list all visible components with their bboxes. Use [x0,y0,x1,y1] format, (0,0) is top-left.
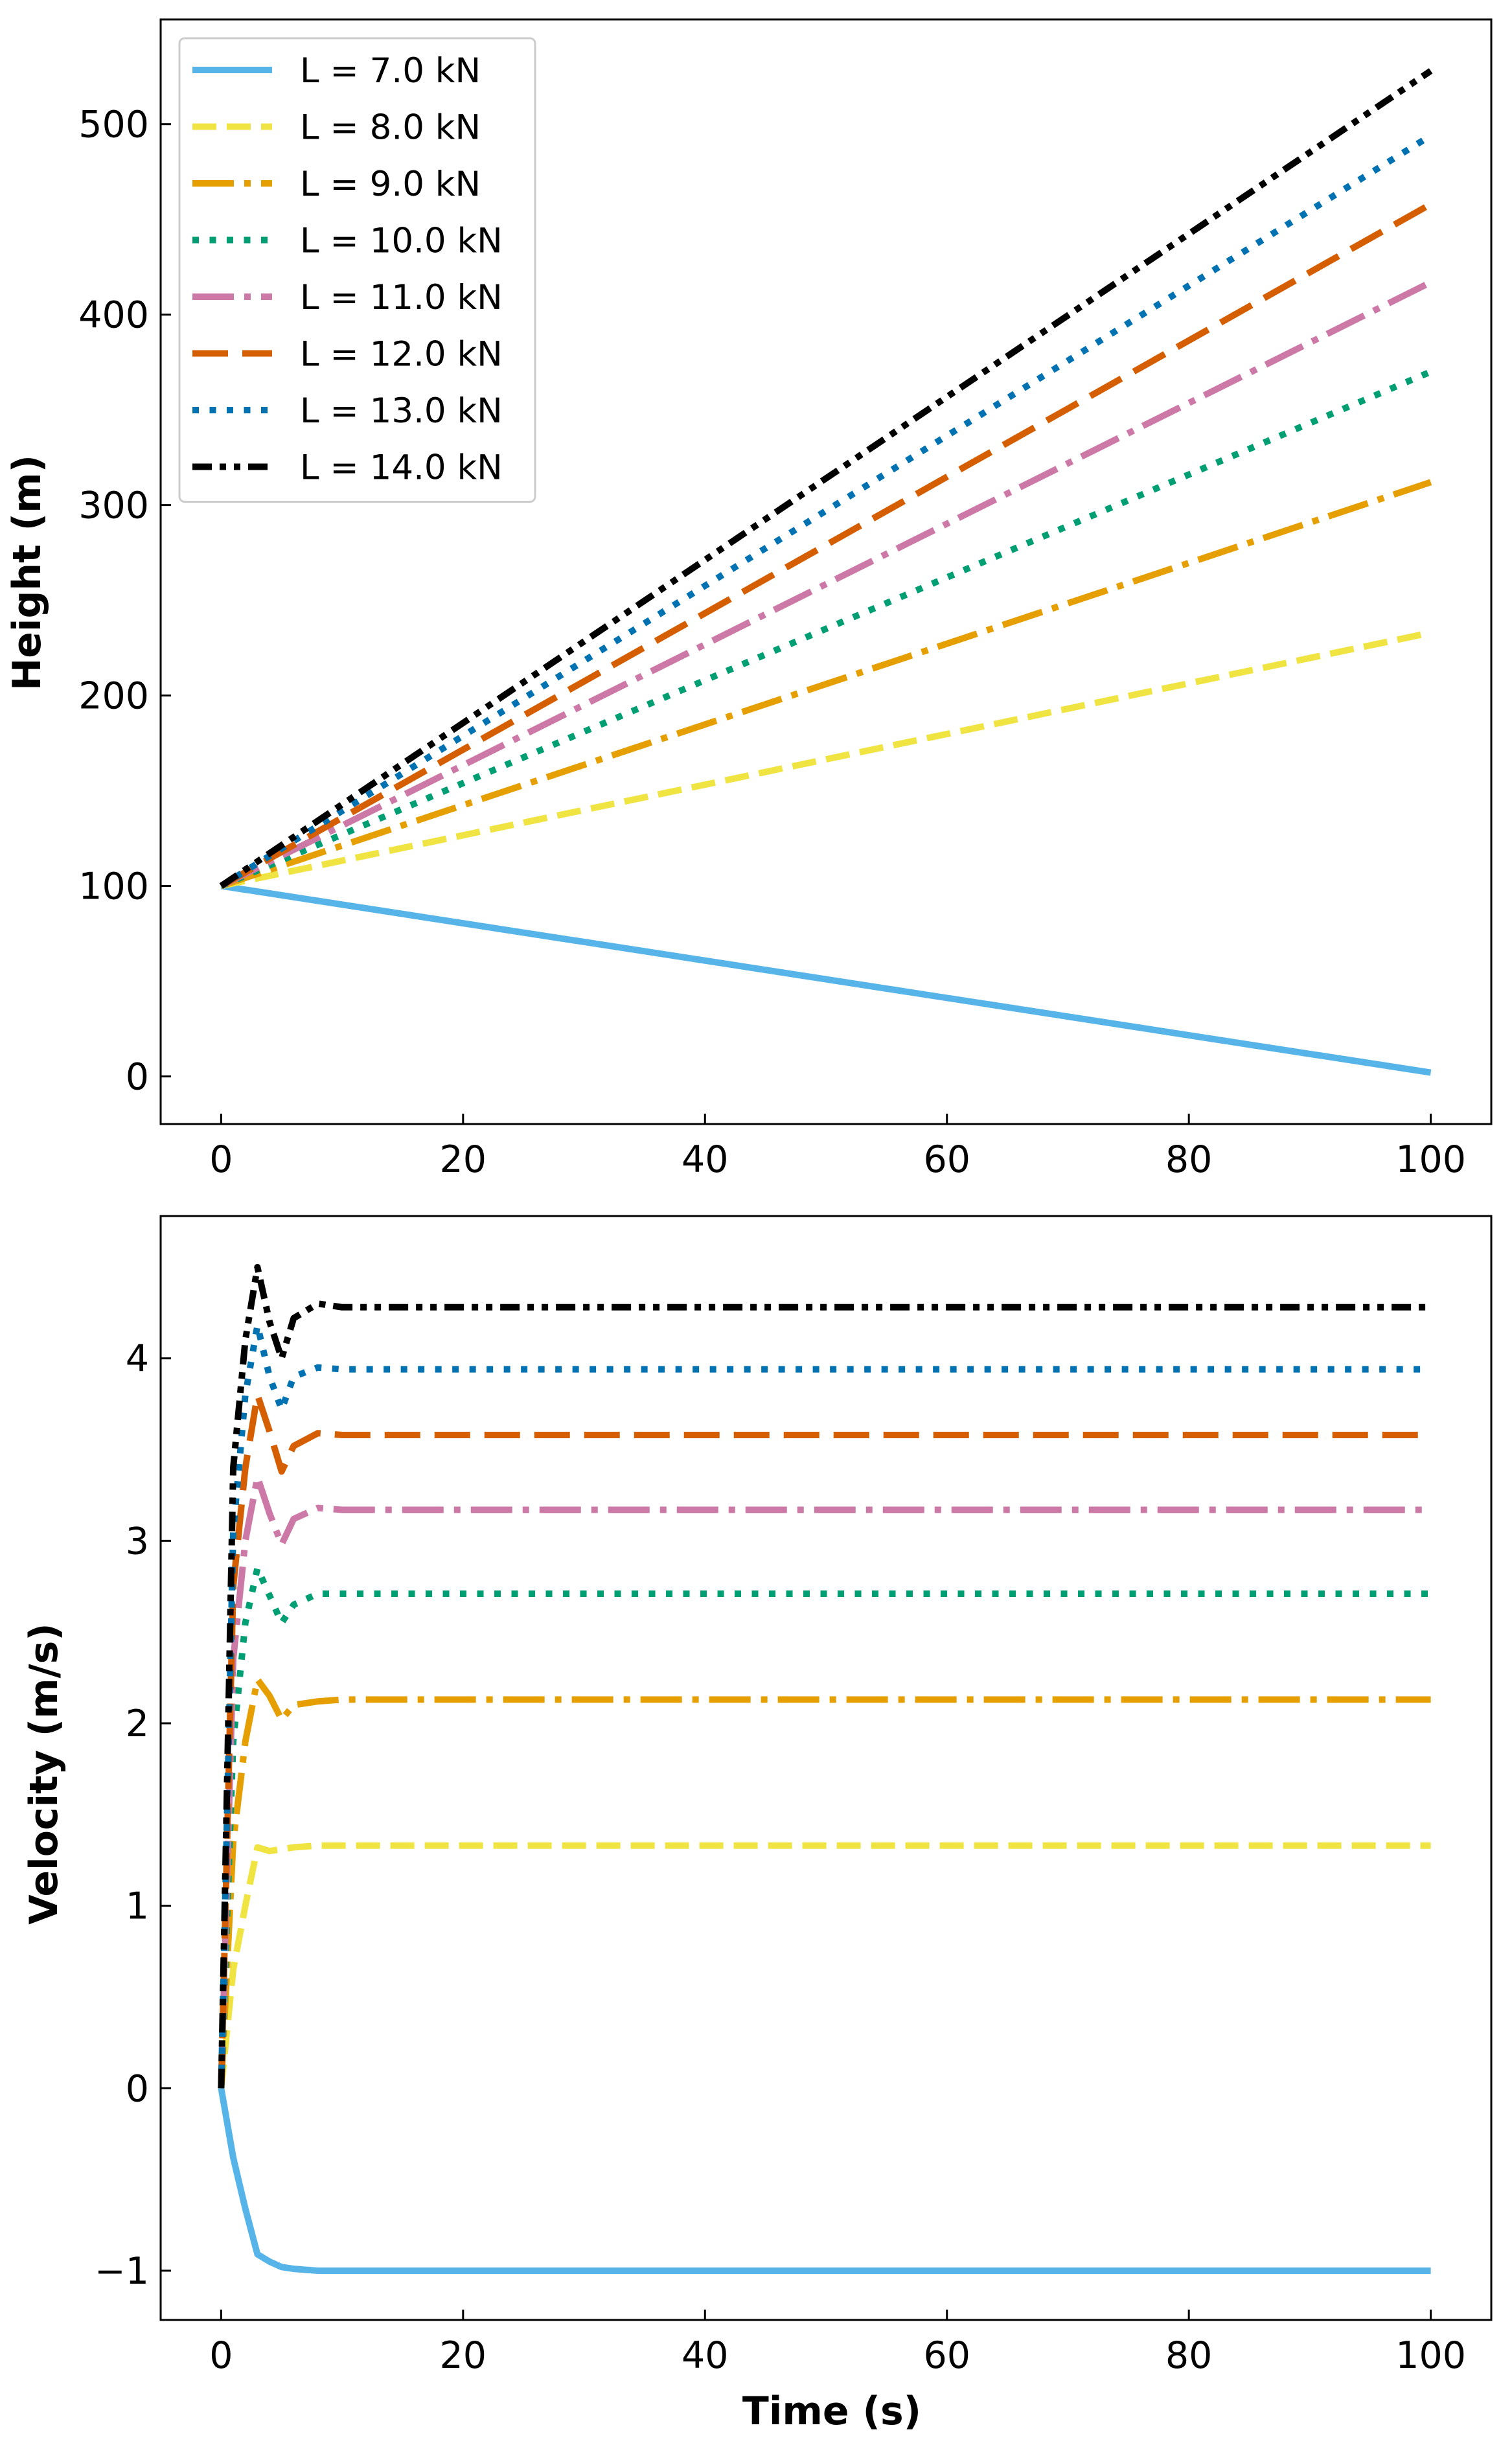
velocity-y-axis-label: Velocity (m/s) [21,1623,67,1924]
legend-label: L = 13.0 kN [300,391,503,431]
y-tick-label: 500 [78,104,149,146]
height-ticks-layer: 0 20 40 60 80 100 0 100 200 300 400 500 [78,104,1466,1181]
time-x-axis-label: Time (s) [742,2389,921,2434]
height-series-layer [219,68,1433,1076]
x-tick-label: 0 [209,2334,233,2377]
velocity-series-layer [218,1263,1431,2274]
series-line [218,1565,1431,2089]
series-line [218,1392,1431,2089]
y-tick-label: 4 [126,1338,149,1381]
y-tick-label: 300 [78,485,149,527]
y-tick-label: 2 [126,1703,149,1745]
y-tick-label: 400 [78,294,149,337]
x-tick-label: 100 [1395,1138,1466,1181]
series-line [218,1263,1431,2089]
legend-label: L = 12.0 kN [300,335,503,374]
series-line [220,369,1432,890]
x-tick-label: 80 [1165,1138,1213,1181]
series-line [219,133,1433,889]
x-tick-label: 20 [440,2334,487,2377]
legend-label: L = 7.0 kN [300,51,481,91]
series-line [220,882,1432,1076]
series-line [218,1473,1431,2089]
x-tick-label: 100 [1395,2334,1466,2377]
x-tick-label: 40 [682,1138,729,1181]
x-tick-label: 60 [923,1138,970,1181]
series-line [218,2087,1431,2274]
y-tick-label: 200 [78,675,149,718]
x-tick-label: 40 [682,2334,729,2377]
series-line [219,201,1433,889]
y-tick-label: −1 [95,2250,149,2293]
legend-label: L = 11.0 kN [300,278,503,317]
legend: L = 7.0 kN L = 8.0 kN L = 9.0 kN L = 10.0 k… [178,37,536,503]
series-line [218,1676,1431,2089]
y-tick-label: 0 [126,2067,149,2110]
velocity-plot-frame [159,1215,1493,2321]
x-tick-label: 80 [1165,2334,1213,2377]
legend-box [178,37,536,503]
velocity-panel: 0 20 40 60 80 100 −1 0 1 2 3 4 Velocity (m/s) Time … [21,1215,1493,2434]
series-line [220,479,1432,890]
velocity-ticks-layer: 0 20 40 60 80 100 −1 0 1 2 3 4 [95,1338,1466,2377]
x-tick-label: 60 [923,2334,970,2377]
y-tick-label: 1 [126,1885,149,1928]
height-y-axis-label: Height (m) [5,455,50,691]
legend-label: L = 14.0 kN [300,448,503,488]
series-line [219,68,1433,889]
y-tick-label: 0 [126,1056,149,1099]
legend-label: L = 8.0 kN [300,108,481,148]
legend-label: L = 9.0 kN [300,165,481,204]
y-tick-label: 100 [78,866,149,908]
height-plot-frame [159,18,1493,1125]
x-tick-label: 0 [209,1138,233,1181]
x-tick-label: 20 [440,1138,487,1181]
series-line [218,1842,1431,2089]
y-tick-label: 3 [126,1520,149,1563]
series-line [220,279,1432,889]
legend-label: L = 10.0 kN [300,222,503,261]
